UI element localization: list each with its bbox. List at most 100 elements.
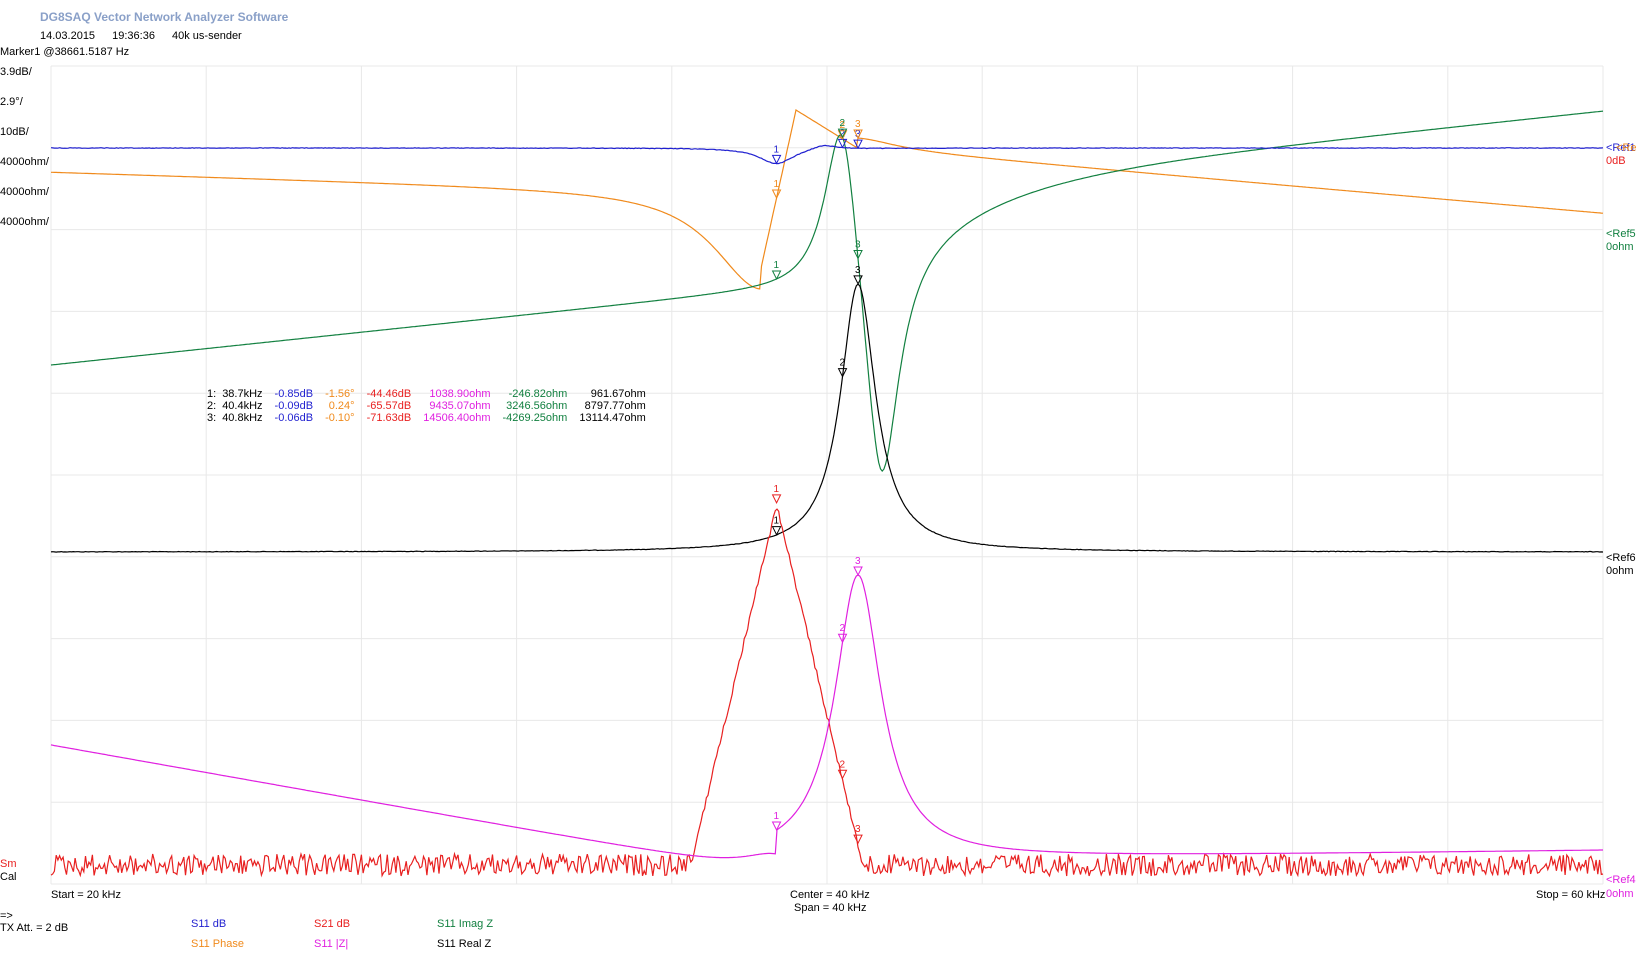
measurement-description: 40k us-sender <box>172 30 242 42</box>
ref3-overlap: <Ref3 <box>1616 142 1636 154</box>
scale-s11-absz: 4000ohm/ <box>0 156 49 168</box>
marker-s11-phase: -1.56° <box>325 388 355 400</box>
trace-s21-db <box>50 508 1604 878</box>
marker-index: 3: <box>207 412 217 424</box>
marker-row: 3: 40.8kHz -0.06dB -0.10° -71.63dB 14506… <box>207 412 658 424</box>
legend-s21-db[interactable]: S21 dB <box>314 918 351 930</box>
marker-triangle <box>771 494 782 505</box>
marker-number: 2 <box>840 623 846 634</box>
marker-number: 1 <box>774 144 780 155</box>
marker-number: 3 <box>855 265 861 276</box>
scale-s11-phase: 2.9°/ <box>0 96 23 108</box>
legend-s11-phase[interactable]: S11 Phase <box>191 938 245 950</box>
marker-triangle <box>837 368 848 378</box>
marker-number: 1 <box>774 179 780 190</box>
plot-grid <box>50 65 1604 885</box>
marker-number: 3 <box>855 119 861 130</box>
marker-frequency: 40.8kHz <box>222 412 263 424</box>
legend-s11-imagz[interactable]: S11 Imag Z <box>437 918 494 930</box>
marker-s11-realz: 8797.77ohm <box>584 400 646 412</box>
marker-number: 2 <box>840 120 846 131</box>
marker-triangle <box>837 633 848 644</box>
app-title: DG8SAQ Vector Network Analyzer Software <box>40 10 289 24</box>
marker-triangle <box>853 139 863 150</box>
marker-number: 3 <box>855 129 861 140</box>
marker-triangle <box>771 526 782 536</box>
marker-s21-db: -44.46dB <box>366 388 412 400</box>
marker-s11-absz: 9435.07ohm <box>429 400 491 412</box>
marker-s11-db: -0.09dB <box>274 400 314 412</box>
marker-number: 2 <box>840 759 846 770</box>
marker-s11-phase: -0.10° <box>325 412 355 424</box>
marker-s11-realz: 13114.47ohm <box>579 412 646 424</box>
marker-triangle <box>853 275 863 286</box>
marker-s11-db: -0.85dB <box>274 388 314 400</box>
legend-s11-realz[interactable]: S11 Real Z <box>437 938 492 950</box>
marker-triangle <box>853 566 863 577</box>
marker-triangle <box>771 821 782 832</box>
tx-attenuation: TX Att. = 2 dB <box>0 922 69 934</box>
plot-traces <box>50 109 1604 878</box>
marker-triangle <box>837 128 848 139</box>
ref4-label: <Ref4 <box>1606 874 1636 886</box>
ref5-value: 0ohm <box>1606 241 1634 253</box>
stop-frequency: Stop = 60 kHz <box>1536 889 1606 901</box>
marker-s21-db: -65.57dB <box>366 400 412 412</box>
marker-number: 1 <box>774 484 780 495</box>
footer-arrow: => <box>0 910 13 922</box>
start-frequency: Start = 20 kHz <box>51 889 122 901</box>
measurement-time: 19:36:36 <box>112 30 155 42</box>
marker-triangle <box>853 834 863 845</box>
marker-s11-imagz: 3246.56ohm <box>506 400 568 412</box>
marker-index: 2: <box>207 400 217 412</box>
scale-s11-imagz: 4000ohm/ <box>0 186 49 198</box>
marker-number: 1 <box>774 811 780 822</box>
legend-s11-absz[interactable]: S11 |Z| <box>314 938 349 950</box>
scale-s11-realz: 4000ohm/ <box>0 216 49 228</box>
marker-s11-db: -0.06dB <box>274 412 314 424</box>
center-frequency: Center = 40 kHz <box>790 889 870 901</box>
marker-triangle <box>853 129 863 140</box>
scale-s21-db: 10dB/ <box>0 126 29 138</box>
marker-number: 3 <box>855 556 861 567</box>
legend-s11-db[interactable]: S11 dB <box>191 918 227 930</box>
ref1-text: <Ref1 <box>1606 142 1636 154</box>
ref3-value: 0dB <box>1606 155 1626 167</box>
marker-s11-absz: 14506.40ohm <box>423 412 491 424</box>
marker-triangle <box>771 154 782 165</box>
trace-s11-realz <box>50 283 1604 553</box>
marker-index: 1: <box>207 388 217 400</box>
marker-number: 3 <box>855 239 861 250</box>
span-frequency: Span = 40 kHz <box>794 902 867 914</box>
ref6-label: <Ref6 <box>1606 552 1636 564</box>
marker-s11-phase: 0.24° <box>328 400 355 412</box>
cal-label: Cal <box>0 871 17 883</box>
marker-triangle <box>771 189 782 200</box>
marker-triangle <box>771 270 782 281</box>
marker-s11-imagz: -4269.25ohm <box>502 412 568 424</box>
marker-triangle <box>837 130 848 140</box>
sm-label: Sm <box>0 858 17 870</box>
ref6-value: 0ohm <box>1606 565 1634 577</box>
marker-number: 1 <box>774 260 780 271</box>
marker-number: 3 <box>855 824 861 835</box>
marker-number: 1 <box>774 516 780 527</box>
marker-row: 2: 40.4kHz -0.09dB 0.24° -65.57dB 9435.0… <box>207 400 658 412</box>
marker-readout: Marker1 @38661.5187 Hz <box>0 46 130 58</box>
marker-triangle <box>853 249 863 260</box>
marker-triangle <box>837 769 848 780</box>
marker-frequency: 38.7kHz <box>222 388 263 400</box>
measurement-date: 14.03.2015 <box>40 30 96 42</box>
ref1-label: <Ref1 <box>1606 142 1636 154</box>
marker-number: 2 <box>840 358 846 369</box>
ref5-label: <Ref5 <box>1606 228 1636 240</box>
trace-s11-absz <box>50 574 1603 859</box>
marker-row: 1: 38.7kHz -0.85dB -1.56° -44.46dB 1038.… <box>207 388 658 400</box>
marker-s11-realz: 961.67ohm <box>590 388 646 400</box>
marker-s21-db: -71.63dB <box>366 412 412 424</box>
trace-s11-imagz <box>50 110 1604 473</box>
trace-s11-phase <box>51 109 1604 290</box>
marker-s11-imagz: -246.82ohm <box>508 388 568 400</box>
